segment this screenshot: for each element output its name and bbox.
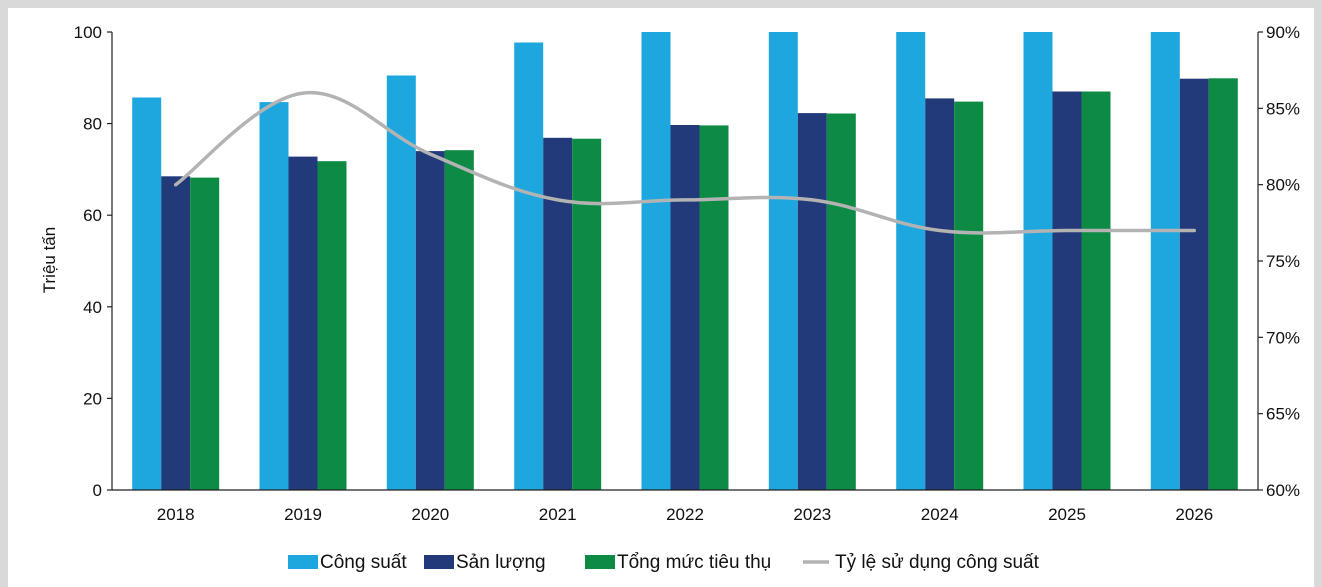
y-axis-label: Triệu tấn [40,227,59,293]
y-tick-label: 0 [93,481,102,500]
x-tick-label: 2019 [284,505,322,524]
bar-2-2025 [1052,91,1082,490]
y-tick-label: 100 [74,23,102,42]
x-tick-label: 2025 [1048,505,1086,524]
y2-tick-label: 65% [1266,405,1300,424]
bar-3-2020 [444,150,474,490]
x-tick-label: 2018 [157,505,195,524]
bar-3-2018 [190,177,220,490]
x-tick-label: 2024 [921,505,959,524]
axes-layer: 0 20 40 60 80 100 60% 65% 70% 75% 80% 85% 90% 2018 201… [74,23,1300,524]
x-tick-label: 2026 [1175,505,1213,524]
bar-1-2021 [514,42,544,490]
bar-3-2024 [954,101,984,490]
bar-3-2026 [1208,78,1238,491]
y2-tick-label: 85% [1266,99,1300,118]
bar-3-2025 [1081,91,1111,490]
bar-2-2020 [415,151,445,490]
y2-tick-label: 80% [1266,176,1300,195]
chart-frame: 0 20 40 60 80 100 60% 65% 70% 75% 80% 85% 90% 2018 201… [8,8,1314,587]
y2-tick-label: 90% [1266,23,1300,42]
line-series-1 [173,90,1197,235]
bar-1-2019 [259,102,289,490]
legend-swatch-2 [424,555,454,569]
bar-2-2018 [161,176,191,491]
line-layer [173,90,1197,235]
legend-label-2: Sản lượng [456,552,546,573]
legend-label-1: Công suất [320,552,407,573]
legend-swatch-3 [585,555,615,569]
y-tick-label: 40 [83,298,102,317]
bar-2-2021 [543,137,573,491]
bar-2-2022 [670,125,700,490]
x-tick-label: 2022 [666,505,704,524]
bar-1-2022 [641,32,671,490]
bar-1-2026 [1150,32,1180,490]
legend-label-3: Tổng mức tiêu thụ [617,552,771,573]
x-tick-label: 2023 [793,505,831,524]
bar-2-2023 [797,113,827,490]
y2-tick-label: 70% [1266,328,1300,347]
legend: Công suất Sản lượng Tổng mức tiêu thụ Tỷ lệ… [288,552,1040,573]
bar-1-2024 [896,32,926,490]
bar-2-2026 [1179,78,1209,490]
legend-swatch-1 [288,555,318,569]
bar-3-2022 [699,125,729,491]
y2-tick-label: 60% [1266,481,1300,500]
y2-tick-label: 75% [1266,252,1300,271]
y-tick-label: 60 [83,206,102,225]
bar-1-2025 [1023,32,1053,490]
bar-2-2019 [288,156,318,490]
legend-label-4: Tỷ lệ sử dụng công suất [835,552,1040,573]
x-tick-label: 2021 [539,505,577,524]
y-tick-label: 80 [83,115,102,134]
bar-2-2024 [925,98,955,491]
bar-1-2023 [768,32,798,490]
bars-layer [132,32,1238,491]
chart: 0 20 40 60 80 100 60% 65% 70% 75% 80% 85% 90% 2018 201… [40,23,1300,573]
bar-3-2023 [826,113,856,490]
x-tick-label: 2020 [411,505,449,524]
y-tick-label: 20 [83,389,102,408]
bar-3-2021 [572,138,602,490]
bar-1-2018 [132,97,162,490]
bar-3-2019 [317,161,347,490]
